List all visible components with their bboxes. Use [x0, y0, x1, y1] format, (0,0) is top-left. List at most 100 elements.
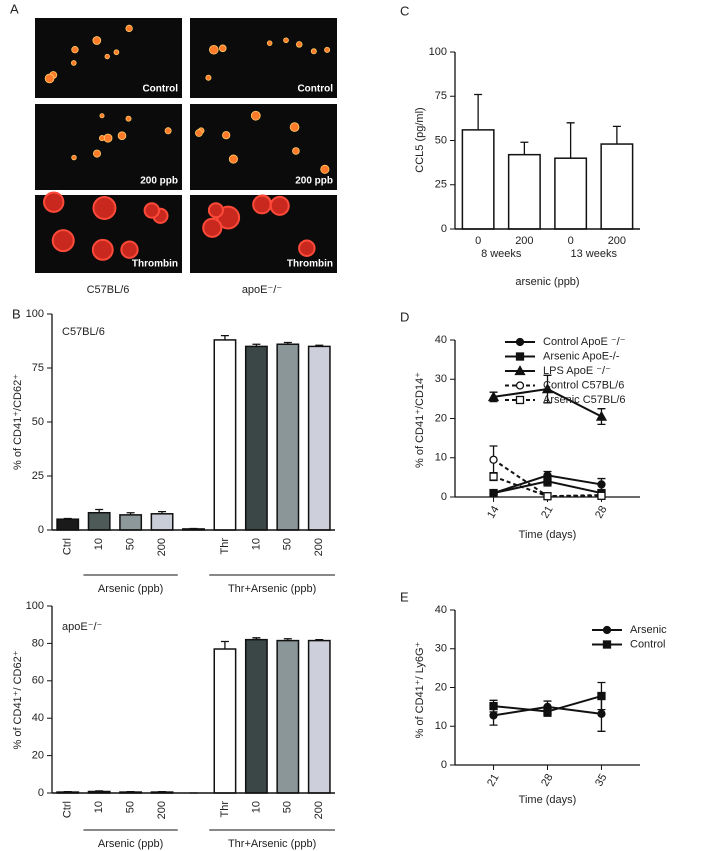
bar: [276, 639, 300, 794]
cell: [292, 147, 300, 155]
bar: [600, 143, 634, 230]
x-tick-label: 200: [608, 235, 626, 247]
cell: [324, 46, 331, 53]
bar: [119, 514, 143, 531]
x-tick-label: Ctrl: [62, 801, 74, 818]
panel-letter: D: [400, 309, 409, 324]
legend-label: LPS ApoE ⁻/⁻: [543, 365, 611, 377]
x-tick-label: Thr: [219, 538, 231, 555]
bar: [213, 339, 237, 531]
x-tick-label: 200: [156, 801, 168, 819]
x-tick-label: Ctrl: [62, 538, 74, 555]
image-label: Control: [142, 84, 178, 95]
y-tick-label: 40: [435, 604, 447, 616]
error-bar: [315, 344, 324, 347]
error-bar: [283, 638, 292, 641]
cell: [44, 73, 55, 84]
cell: [298, 239, 316, 257]
x-tick-label: 200: [156, 538, 168, 556]
y-tick-label: 0: [38, 787, 44, 799]
bar: [150, 513, 174, 531]
x-tick-label: 21: [539, 504, 556, 521]
marker: [597, 709, 606, 718]
y-tick-label: 0: [38, 524, 44, 536]
marker: [541, 383, 554, 394]
error-bar: [126, 512, 135, 515]
cell: [219, 44, 227, 53]
x-tick-label: 14: [485, 504, 502, 521]
error-bar: [612, 125, 621, 145]
error-bar: [220, 640, 229, 650]
y-tick-label: 20: [435, 412, 447, 424]
y-tick-label: 20: [32, 750, 44, 762]
y-tick-label: 100: [26, 308, 44, 320]
cell: [71, 60, 77, 66]
cell: [164, 127, 172, 135]
y-tick-label: 50: [32, 416, 44, 428]
image-label: 200 ppb: [140, 176, 178, 187]
error-bar: [566, 122, 575, 159]
x-tick-label: 50: [125, 801, 137, 813]
bar: [213, 648, 237, 794]
cell: [195, 129, 203, 137]
marker: [489, 711, 498, 720]
cell: [269, 195, 290, 216]
inner-label: apoE⁻/⁻: [62, 621, 103, 633]
x-tick-label: 35: [593, 772, 610, 789]
error-bar: [283, 341, 292, 345]
cell: [117, 131, 127, 141]
strain-label: apoE⁻/⁻: [242, 284, 283, 296]
cell: [143, 202, 160, 219]
legend-label: Arsenic: [630, 624, 667, 636]
marker: [597, 491, 606, 500]
error-bar: [95, 790, 104, 792]
legend-label: Arsenic C57BL/6: [543, 394, 626, 406]
error-bar: [252, 343, 261, 347]
y-tick-label: 30: [435, 643, 447, 655]
y-tick-label: 40: [435, 334, 447, 346]
micrograph: [190, 104, 337, 190]
bar: [87, 511, 111, 531]
marker: [543, 492, 552, 501]
legend-marker: [514, 365, 526, 376]
group-label: Arsenic (ppb): [98, 838, 163, 850]
x-axis-label: Time (days): [519, 529, 577, 541]
y-tick-label: 30: [435, 373, 447, 385]
x-tick-label: 10: [93, 801, 105, 813]
y-tick-label: 80: [32, 637, 44, 649]
x-tick-label: 0: [568, 235, 574, 247]
cell: [51, 229, 75, 253]
x-tick-label: 200: [313, 801, 325, 819]
bar: [56, 518, 80, 531]
legend-label: Control C57BL/6: [543, 379, 624, 391]
x-tick-label: 200: [313, 538, 325, 556]
error-bar: [252, 637, 261, 640]
x-tick-label: 200: [515, 235, 533, 247]
y-axis-label: % of CD41⁺/ CD62⁺: [12, 650, 24, 749]
x-tick-label: 28: [539, 772, 556, 789]
y-tick-label: 75: [435, 90, 447, 102]
y-tick-label: 10: [435, 720, 447, 732]
cell: [207, 202, 224, 219]
group-label: 13 weeks: [571, 248, 618, 260]
group-label: Thr+Arsenic (ppb): [228, 838, 316, 850]
error-bar: [315, 639, 324, 641]
y-axis-label: CCL5 (pg/ml): [414, 107, 426, 172]
y-axis-label: % of CD41⁺/CD14⁺: [414, 372, 426, 468]
bar: [307, 345, 331, 531]
panel-letter: E: [400, 589, 409, 604]
image-label: Thrombin: [132, 259, 178, 270]
cell: [125, 115, 132, 122]
y-tick-label: 0: [441, 491, 447, 503]
error-bar: [95, 508, 104, 513]
cell: [209, 44, 219, 55]
image-label: 200 ppb: [295, 176, 333, 187]
legend-label: Control ApoE ⁻/⁻: [543, 336, 626, 348]
marker: [489, 455, 498, 464]
x-tick-label: 0: [475, 235, 481, 247]
cell: [310, 48, 317, 55]
cell: [71, 46, 79, 54]
x-tick-label: 50: [282, 801, 294, 813]
cell: [125, 24, 133, 33]
